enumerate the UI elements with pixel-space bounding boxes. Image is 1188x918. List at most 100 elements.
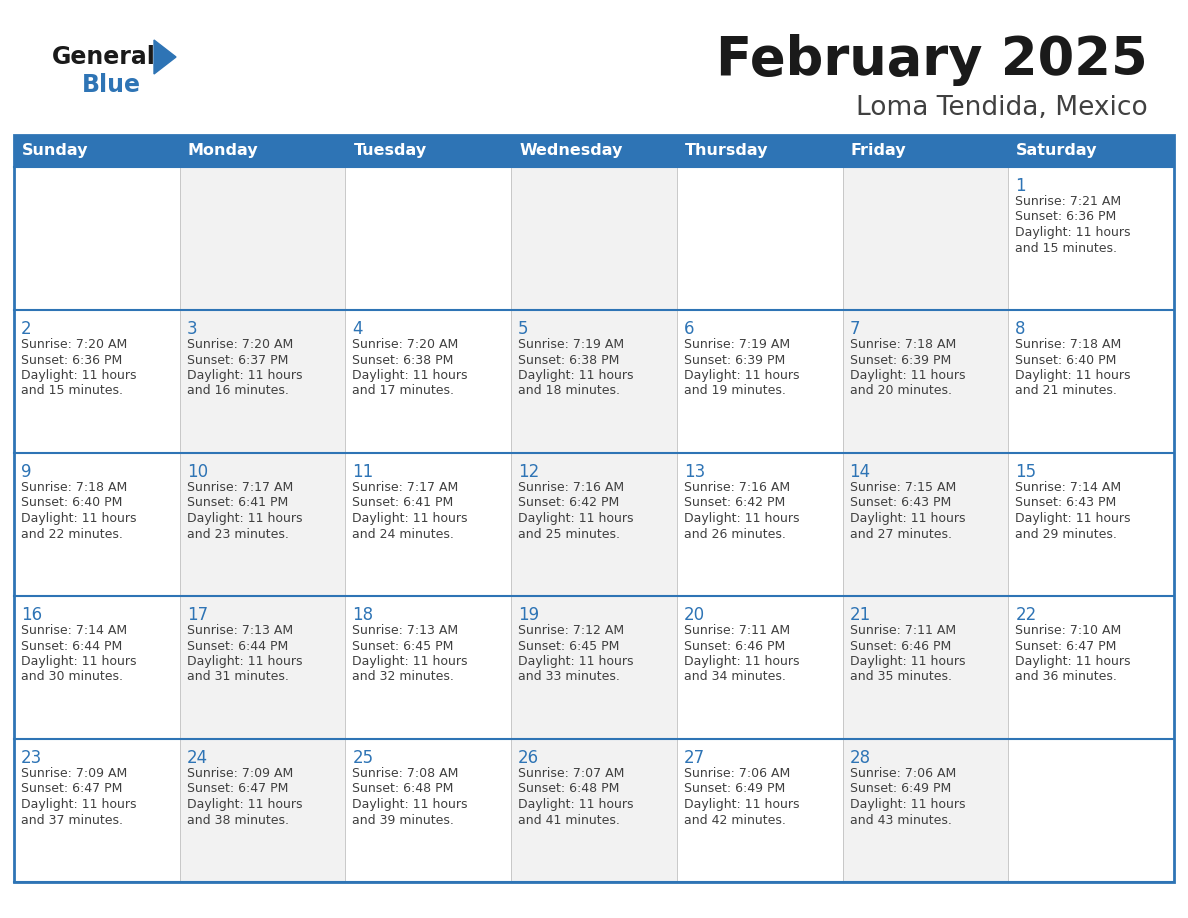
Text: Sunrise: 7:19 AM: Sunrise: 7:19 AM	[684, 338, 790, 351]
Text: 19: 19	[518, 606, 539, 624]
Text: Daylight: 11 hours: Daylight: 11 hours	[1016, 369, 1131, 382]
Text: and 29 minutes.: and 29 minutes.	[1016, 528, 1117, 541]
Text: Sunset: 6:39 PM: Sunset: 6:39 PM	[849, 353, 950, 366]
Text: Daylight: 11 hours: Daylight: 11 hours	[1016, 512, 1131, 525]
Text: Daylight: 11 hours: Daylight: 11 hours	[849, 512, 965, 525]
Bar	[179, 310, 346, 453]
Text: Sunrise: 7:16 AM: Sunrise: 7:16 AM	[518, 481, 624, 494]
Text: and 15 minutes.: and 15 minutes.	[21, 385, 124, 397]
Bar	[179, 453, 346, 596]
Text: Sunrise: 7:10 AM: Sunrise: 7:10 AM	[1016, 624, 1121, 637]
Text: Sunrise: 7:20 AM: Sunrise: 7:20 AM	[353, 338, 459, 351]
Text: Saturday: Saturday	[1016, 143, 1098, 159]
Text: Daylight: 11 hours: Daylight: 11 hours	[187, 655, 302, 668]
Text: Sunrise: 7:15 AM: Sunrise: 7:15 AM	[849, 481, 956, 494]
Text: Blue: Blue	[82, 73, 141, 97]
Text: and 21 minutes.: and 21 minutes.	[1016, 385, 1117, 397]
Bar	[179, 167, 346, 310]
Text: 9: 9	[21, 463, 32, 481]
Text: Sunset: 6:44 PM: Sunset: 6:44 PM	[187, 640, 287, 653]
Text: 25: 25	[353, 749, 373, 767]
Text: 17: 17	[187, 606, 208, 624]
Bar	[511, 167, 677, 310]
Text: Sunrise: 7:18 AM: Sunrise: 7:18 AM	[1016, 338, 1121, 351]
Text: Sunrise: 7:17 AM: Sunrise: 7:17 AM	[187, 481, 293, 494]
Text: Daylight: 11 hours: Daylight: 11 hours	[353, 798, 468, 811]
Text: Daylight: 11 hours: Daylight: 11 hours	[21, 798, 137, 811]
Bar	[842, 310, 1009, 453]
Text: Daylight: 11 hours: Daylight: 11 hours	[353, 369, 468, 382]
Bar	[14, 596, 179, 739]
Text: and 41 minutes.: and 41 minutes.	[518, 813, 620, 826]
Text: Sunset: 6:46 PM: Sunset: 6:46 PM	[684, 640, 785, 653]
Text: Sunset: 6:47 PM: Sunset: 6:47 PM	[21, 782, 122, 796]
Bar	[842, 596, 1009, 739]
Text: Sunset: 6:48 PM: Sunset: 6:48 PM	[353, 782, 454, 796]
Text: and 15 minutes.: and 15 minutes.	[1016, 241, 1117, 254]
Text: Daylight: 11 hours: Daylight: 11 hours	[518, 512, 633, 525]
Text: and 22 minutes.: and 22 minutes.	[21, 528, 122, 541]
Text: Daylight: 11 hours: Daylight: 11 hours	[1016, 226, 1131, 239]
Bar	[1009, 596, 1174, 739]
Text: Daylight: 11 hours: Daylight: 11 hours	[684, 655, 800, 668]
Text: and 25 minutes.: and 25 minutes.	[518, 528, 620, 541]
Text: Daylight: 11 hours: Daylight: 11 hours	[187, 798, 302, 811]
Text: Sunrise: 7:20 AM: Sunrise: 7:20 AM	[21, 338, 127, 351]
Text: and 35 minutes.: and 35 minutes.	[849, 670, 952, 684]
Text: Sunrise: 7:11 AM: Sunrise: 7:11 AM	[684, 624, 790, 637]
Text: and 33 minutes.: and 33 minutes.	[518, 670, 620, 684]
Bar	[14, 135, 1174, 882]
Bar	[511, 310, 677, 453]
Text: Sunset: 6:43 PM: Sunset: 6:43 PM	[1016, 497, 1117, 509]
Text: Daylight: 11 hours: Daylight: 11 hours	[849, 798, 965, 811]
Text: and 24 minutes.: and 24 minutes.	[353, 528, 454, 541]
Bar	[842, 739, 1009, 882]
Bar	[346, 739, 511, 882]
Text: Sunrise: 7:13 AM: Sunrise: 7:13 AM	[187, 624, 292, 637]
Text: Sunrise: 7:18 AM: Sunrise: 7:18 AM	[21, 481, 127, 494]
Bar	[14, 739, 179, 882]
Text: Sunset: 6:41 PM: Sunset: 6:41 PM	[187, 497, 287, 509]
Bar	[842, 453, 1009, 596]
Bar	[677, 596, 842, 739]
Text: Daylight: 11 hours: Daylight: 11 hours	[518, 369, 633, 382]
Text: Sunset: 6:42 PM: Sunset: 6:42 PM	[518, 497, 619, 509]
Text: and 26 minutes.: and 26 minutes.	[684, 528, 785, 541]
Text: Sunset: 6:40 PM: Sunset: 6:40 PM	[21, 497, 122, 509]
Bar	[346, 167, 511, 310]
Text: and 16 minutes.: and 16 minutes.	[187, 385, 289, 397]
Bar	[511, 596, 677, 739]
Text: 15: 15	[1016, 463, 1036, 481]
Text: Sunrise: 7:11 AM: Sunrise: 7:11 AM	[849, 624, 955, 637]
Text: Sunrise: 7:12 AM: Sunrise: 7:12 AM	[518, 624, 624, 637]
Text: 22: 22	[1016, 606, 1037, 624]
Text: Daylight: 11 hours: Daylight: 11 hours	[518, 798, 633, 811]
Bar	[1009, 310, 1174, 453]
Text: and 31 minutes.: and 31 minutes.	[187, 670, 289, 684]
Text: 23: 23	[21, 749, 43, 767]
Text: Thursday: Thursday	[684, 143, 769, 159]
Text: Daylight: 11 hours: Daylight: 11 hours	[684, 798, 800, 811]
Text: Sunrise: 7:18 AM: Sunrise: 7:18 AM	[849, 338, 956, 351]
Text: 1: 1	[1016, 177, 1026, 195]
Text: and 20 minutes.: and 20 minutes.	[849, 385, 952, 397]
Text: Loma Tendida, Mexico: Loma Tendida, Mexico	[857, 95, 1148, 121]
Text: 12: 12	[518, 463, 539, 481]
Text: Daylight: 11 hours: Daylight: 11 hours	[21, 655, 137, 668]
Text: Daylight: 11 hours: Daylight: 11 hours	[187, 512, 302, 525]
Text: Daylight: 11 hours: Daylight: 11 hours	[1016, 655, 1131, 668]
Bar	[14, 453, 179, 596]
Text: Sunrise: 7:08 AM: Sunrise: 7:08 AM	[353, 767, 459, 780]
Text: 6: 6	[684, 320, 694, 338]
Text: and 38 minutes.: and 38 minutes.	[187, 813, 289, 826]
Text: 8: 8	[1016, 320, 1025, 338]
Text: 20: 20	[684, 606, 704, 624]
Text: Sunset: 6:43 PM: Sunset: 6:43 PM	[849, 497, 950, 509]
Text: 3: 3	[187, 320, 197, 338]
Text: Sunrise: 7:19 AM: Sunrise: 7:19 AM	[518, 338, 624, 351]
Bar	[14, 167, 179, 310]
Bar	[1009, 167, 1174, 310]
Text: and 27 minutes.: and 27 minutes.	[849, 528, 952, 541]
Bar	[346, 596, 511, 739]
Text: and 30 minutes.: and 30 minutes.	[21, 670, 124, 684]
